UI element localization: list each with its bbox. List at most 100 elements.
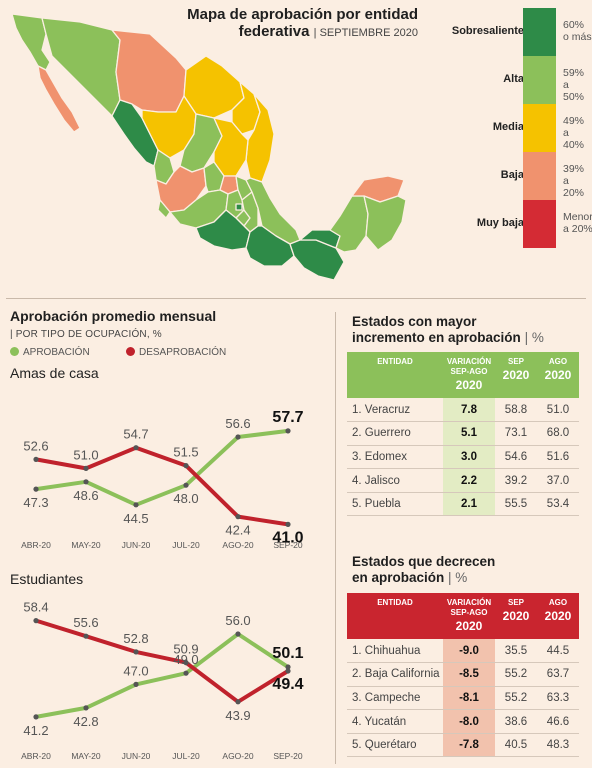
legend-swatch xyxy=(523,56,556,104)
table-row: 4. Jalisco 2.2 39.2 37.0 xyxy=(347,468,579,493)
cell-sep: 54.6 xyxy=(495,445,537,470)
cell-sep: 55.2 xyxy=(495,662,537,687)
legend-label: Media xyxy=(492,121,524,133)
x-tick-label: MAY-20 xyxy=(71,540,101,550)
header-variacion-year: 2020 xyxy=(455,619,483,633)
legend-swatch xyxy=(523,200,556,248)
table-row: 5. Puebla 2.1 55.5 53.4 xyxy=(347,492,579,517)
cell-entidad: 1. Chihuahua xyxy=(347,639,443,664)
decrease-title: Estados que decrecen en aprobación | % xyxy=(352,554,495,586)
cell-variacion: 2.1 xyxy=(443,492,495,517)
header-ago-label: AGO xyxy=(548,357,568,366)
cell-variacion: -8.5 xyxy=(443,662,495,687)
x-tick-label: SEP-20 xyxy=(273,540,303,550)
header-variacion: VARIACIÓN SEP-AGO 2020 xyxy=(443,593,495,639)
data-label: 42.8 xyxy=(73,714,98,729)
data-label: 52.6 xyxy=(23,438,48,453)
data-label: 54.7 xyxy=(123,427,148,442)
header-sep: SEP 2020 xyxy=(495,352,537,398)
cell-variacion: 5.1 xyxy=(443,421,495,446)
legend-swatch xyxy=(523,104,556,152)
legend-range: 60% o más xyxy=(563,19,592,43)
cell-variacion: 2.2 xyxy=(443,468,495,493)
cell-variacion: 7.8 xyxy=(443,398,495,423)
data-point xyxy=(133,502,139,508)
header-entidad: ENTIDAD xyxy=(377,357,413,366)
x-tick-label: JUL-20 xyxy=(172,751,200,761)
data-point xyxy=(33,486,39,492)
divider xyxy=(6,298,586,299)
state-quintana-roo[interactable] xyxy=(363,195,407,251)
table-row: 5. Querétaro -7.8 40.5 48.3 xyxy=(347,733,579,758)
map-title-line1: Mapa de aprobación por entidad xyxy=(187,6,418,23)
header-sep-year: 2020 xyxy=(502,368,530,382)
disapproval-dot xyxy=(126,347,135,356)
x-tick-label: JUN-20 xyxy=(122,540,151,550)
increase-title: Estados con mayor incremento en aprobaci… xyxy=(352,314,544,346)
decrease-title-line1: Estados que decrecen xyxy=(352,554,496,569)
cell-variacion: -9.0 xyxy=(443,639,495,664)
header-sep-label: SEP xyxy=(507,598,524,607)
data-label: 42.4 xyxy=(225,523,250,538)
data-point xyxy=(83,479,89,485)
cell-entidad: 1. Veracruz xyxy=(347,398,443,423)
decrease-title-line2: en aprobación xyxy=(352,570,445,585)
cell-entidad: 3. Campeche xyxy=(347,686,443,711)
cell-entidad: 5. Puebla xyxy=(347,492,443,517)
data-point xyxy=(133,445,139,451)
data-point xyxy=(133,649,139,655)
cell-ago: 44.5 xyxy=(537,639,579,664)
series-line-aprobacion xyxy=(34,428,290,507)
data-label: 51.0 xyxy=(73,447,98,462)
state-chihuahua[interactable] xyxy=(111,29,187,113)
cell-ago: 63.3 xyxy=(537,686,579,711)
map-title: Mapa de aprobación por entidad federativ… xyxy=(168,6,418,42)
cell-ago: 53.4 xyxy=(537,492,579,517)
legend-swatch xyxy=(523,152,556,200)
cell-entidad: 2. Baja California xyxy=(347,662,443,687)
cell-ago: 46.6 xyxy=(537,709,579,734)
data-label: 51.5 xyxy=(173,445,198,460)
header-ago-year: 2020 xyxy=(544,368,572,382)
legend-range-1: 39% xyxy=(563,163,585,175)
legend-sobresaliente: Sobresaliente 60% o más xyxy=(420,8,592,56)
legend-label: Alta xyxy=(503,73,524,85)
legend-muy-baja: Muy baja Menor a 20% xyxy=(420,200,592,248)
data-label: 50.1 xyxy=(272,645,303,662)
cell-variacion: -8.1 xyxy=(443,686,495,711)
cell-sep: 55.2 xyxy=(495,686,537,711)
state-colima[interactable] xyxy=(157,199,171,219)
legend-swatch xyxy=(523,8,556,56)
state-baja-california-sur[interactable] xyxy=(37,65,81,133)
series-line-desaprobacion xyxy=(34,445,290,527)
increase-header-row: ENTIDAD VARIACIÓN SEP-AGO 2020 SEP 2020 AGO… xyxy=(347,352,579,398)
cell-ago: 63.7 xyxy=(537,662,579,687)
data-label: 43.9 xyxy=(225,708,250,723)
header-sep-label: SEP xyxy=(507,357,524,366)
decrease-unit: | % xyxy=(448,570,468,585)
map-subtitle-text: SEPTIEMBRE 2020 xyxy=(319,27,418,39)
cell-ago: 51.0 xyxy=(537,398,579,423)
header-variacion-1: VARIACIÓN xyxy=(446,598,492,607)
state-cdmx[interactable] xyxy=(235,203,243,211)
cell-variacion: -7.8 xyxy=(443,733,495,758)
header-sep-year: 2020 xyxy=(502,609,530,623)
x-tick-label: AGO-20 xyxy=(222,540,253,550)
header-sep: SEP 2020 xyxy=(495,593,537,639)
cell-entidad: 4. Yucatán xyxy=(347,709,443,734)
table-row: 1. Chihuahua -9.0 35.5 44.5 xyxy=(347,639,579,664)
legend-range-2: o más xyxy=(563,31,592,43)
data-point xyxy=(183,463,189,469)
legend-approval-label: APROBACIÓN xyxy=(23,347,90,358)
legend-range-2: a 40% xyxy=(563,127,585,151)
data-point xyxy=(33,456,39,462)
data-point xyxy=(83,705,89,711)
data-point xyxy=(285,664,291,670)
data-point xyxy=(235,631,241,637)
mexico-map xyxy=(11,13,407,281)
header-variacion-1: VARIACIÓN xyxy=(446,357,492,366)
data-label: 58.4 xyxy=(23,600,48,615)
data-point xyxy=(133,681,139,687)
legend-range-2: a 20% xyxy=(563,223,592,235)
legend-range-1: Menor xyxy=(563,211,592,223)
